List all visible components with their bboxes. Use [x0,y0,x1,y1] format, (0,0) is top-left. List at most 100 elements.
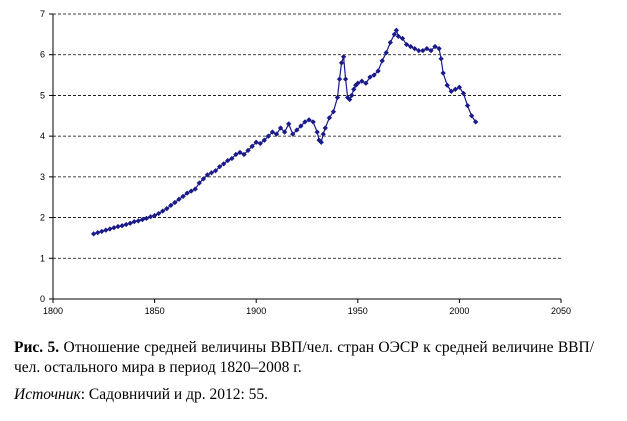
y-tick-label: 3 [40,172,45,182]
y-tick-label: 5 [40,90,45,100]
data-point [371,72,377,78]
data-point [310,119,316,125]
data-point [119,222,125,229]
data-point [464,102,471,109]
data-point [90,231,97,237]
data-point [472,119,479,125]
caption-source: Источник: Садовничий и др. 2012: 55. [14,385,594,405]
data-point [285,121,292,127]
data-point [432,43,438,50]
data-point [135,218,142,224]
data-point [257,140,264,147]
caption-main: Рис. 5. Отношение средней величины ВВП/ч… [14,338,594,378]
data-point [340,53,347,60]
data-point [428,47,434,54]
data-point [399,35,406,42]
data-point [393,27,400,34]
data-point [346,96,353,103]
data-point [184,190,190,196]
data-point [212,167,219,174]
data-point [314,129,320,135]
x-tick-labels: 1800 1850 1900 1950 2000 2050 [43,306,571,316]
data-point [403,41,410,48]
caption-text: Отношение средней величины ВВП/чел. стра… [14,339,594,376]
data-point [322,125,329,131]
data-point [395,33,402,40]
data-point [241,151,247,158]
data-point [159,208,166,214]
data-point [342,76,349,82]
caption-label: Рис. 5. [14,339,60,356]
y-tick-label: 1 [40,253,45,263]
data-point [265,133,272,139]
data-point [298,123,304,129]
chart: 0 1 2 3 4 5 6 7 1800 1850 1900 1950 2000 2050 [40,9,571,316]
y-tick-label: 6 [40,50,45,60]
data-point [383,49,390,56]
data-point [94,229,101,236]
source-label: Источник [14,386,81,403]
data-point [143,215,150,222]
data-point [111,224,117,231]
data-point [334,94,341,101]
data-point [320,131,327,137]
data-point [164,205,170,212]
data-point [281,129,288,135]
data-point [168,202,174,209]
data-point [245,147,251,154]
y-tick-label: 7 [40,9,45,19]
data-point [290,131,296,137]
data-point [318,139,324,146]
y-tick-label: 2 [40,213,45,223]
data-point [103,227,109,233]
data-point [216,163,223,170]
chart-svg: 0 1 2 3 4 5 6 7 1800 1850 1900 1950 2000 2050 [40,9,571,316]
data-point [440,70,446,76]
data-point [139,216,146,223]
y-tick-labels: 0 1 2 3 4 5 6 7 [40,9,45,304]
data-point [452,86,459,93]
data-point [269,129,276,135]
data-point [123,221,129,228]
data-point [233,151,239,158]
data-point [176,196,182,203]
data-point [338,60,345,66]
data-point [188,188,194,194]
data-point [155,210,162,217]
data-point [416,47,422,54]
y-tick-label: 0 [40,294,45,304]
data-point [420,47,426,54]
x-tick-label: 1900 [246,306,266,316]
data-point [355,80,361,86]
data-point [326,115,333,121]
data-point [172,199,178,206]
data-point [147,214,154,220]
data-point [273,131,280,137]
x-tick-label: 1950 [348,306,368,316]
data-point [107,226,113,232]
data-point [229,155,235,162]
x-tick-label: 1850 [145,306,165,316]
source-text: : Садовничий и др. 2012: 55. [80,386,269,403]
data-point [115,223,121,230]
data-point [379,58,385,64]
data-point [424,45,430,52]
data-point [460,90,467,97]
x-tick-label: 2050 [551,306,571,316]
figure-caption: Рис. 5. Отношение средней величины ВВП/ч… [14,338,594,405]
data-point [277,125,284,131]
data-point [99,228,105,235]
data-point [180,193,186,200]
data-point [330,108,337,115]
x-tick-label: 2000 [449,306,469,316]
data-point [127,220,133,227]
data-point [224,157,231,164]
data-point [208,170,215,176]
x-tick-label: 1800 [43,306,63,316]
data-point [348,92,355,99]
data-point [302,119,308,125]
data-point [294,127,300,133]
data-point [438,56,444,62]
data-point [200,176,207,182]
data-point [407,43,414,50]
